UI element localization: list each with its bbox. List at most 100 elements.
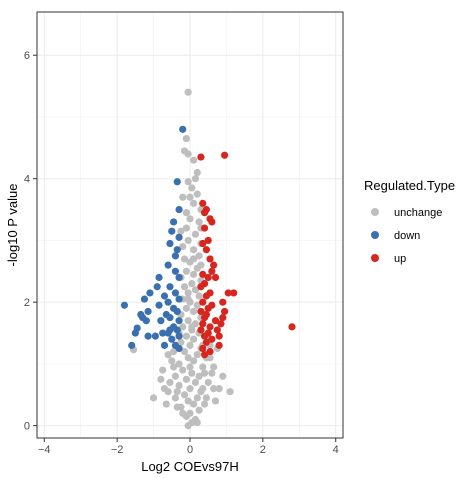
point-unchange [193,418,201,427]
y-tick-label: 0 [24,421,30,433]
point-unchange [191,175,200,183]
legend-label-unchange: unchange [394,207,442,219]
point-up [202,338,210,346]
point-up [202,246,210,254]
point-unchange [180,347,189,356]
point-up [200,351,209,359]
point-down [120,301,129,309]
point-up [211,273,220,282]
legend-key-down [371,231,379,239]
point-unchange [171,372,180,380]
point-unchange [170,363,178,371]
legend-label-up: up [394,253,406,265]
point-unchange [184,295,192,303]
point-down [144,332,152,340]
point-unchange [149,394,158,402]
point-up [215,341,223,349]
point-up [219,314,227,322]
point-up [202,292,210,300]
legend: Regulated.Type unchange down up [364,178,455,265]
point-unchange [219,372,227,380]
point-unchange [199,363,207,371]
x-axis-title: Log2 COEvs97H [141,459,239,474]
point-unchange [182,375,190,383]
x-axis-ticks: −4 −2 0 2 4 [38,438,339,456]
point-unchange [190,400,198,408]
point-unchange [202,394,210,402]
point-down [166,239,174,248]
point-unchange [193,301,201,309]
point-unchange [182,209,190,217]
point-unchange [195,406,203,414]
point-unchange [182,332,190,340]
x-tick-label: 0 [187,444,193,456]
point-unchange [190,335,198,343]
point-unchange [210,385,218,393]
point-unchange [190,357,198,365]
point-down [137,310,145,319]
point-unchange [186,341,194,349]
point-up [206,255,214,263]
point-unchange [186,215,194,223]
point-unchange [191,230,200,238]
point-up [210,261,218,269]
point-unchange [190,255,198,263]
point-down [175,233,183,241]
point-unchange [171,394,180,402]
point-unchange [190,199,198,207]
point-down [162,310,170,319]
point-unchange [184,236,192,245]
point-down [170,218,178,226]
point-down [151,332,159,340]
point-down [157,317,165,325]
point-up [221,307,229,316]
point-unchange [208,369,216,377]
point-down [175,332,183,340]
point-up [217,320,225,328]
point-unchange [184,178,192,186]
point-unchange [186,363,194,371]
point-unchange [179,323,187,331]
point-unchange [184,354,192,362]
point-up [206,323,214,331]
point-unchange [175,360,183,368]
point-up [208,267,216,275]
point-unchange [193,264,201,272]
point-up [208,335,216,343]
point-unchange [182,224,190,232]
point-down [171,252,180,260]
x-tick-label: −4 [38,444,51,456]
point-unchange [190,156,198,164]
point-unchange [179,366,187,374]
point-down [128,341,136,349]
point-unchange [184,317,192,325]
point-unchange [188,280,196,288]
y-axis-ticks: 0 2 4 6 [24,50,37,433]
point-down [173,178,181,186]
data-points [120,88,296,430]
legend-title: Regulated.Type [364,178,455,193]
x-tick-label: −2 [111,444,124,456]
point-unchange [200,369,209,377]
point-unchange [175,381,183,390]
point-up [204,236,212,245]
legend-label-down: down [394,230,420,242]
point-unchange [182,304,190,312]
point-unchange [195,252,203,260]
point-down [168,335,176,343]
point-up [200,314,209,322]
point-up [206,347,214,356]
y-axis-title: -log10 P value [5,184,20,267]
point-down [179,125,187,133]
point-unchange [190,307,198,316]
point-up [197,153,205,161]
point-up [197,283,205,291]
legend-key-up [371,254,379,262]
point-unchange [215,385,223,393]
legend-key-unchange [371,208,379,216]
point-down [166,326,174,334]
point-down [164,298,172,306]
point-up [230,289,238,297]
point-down [160,292,169,300]
